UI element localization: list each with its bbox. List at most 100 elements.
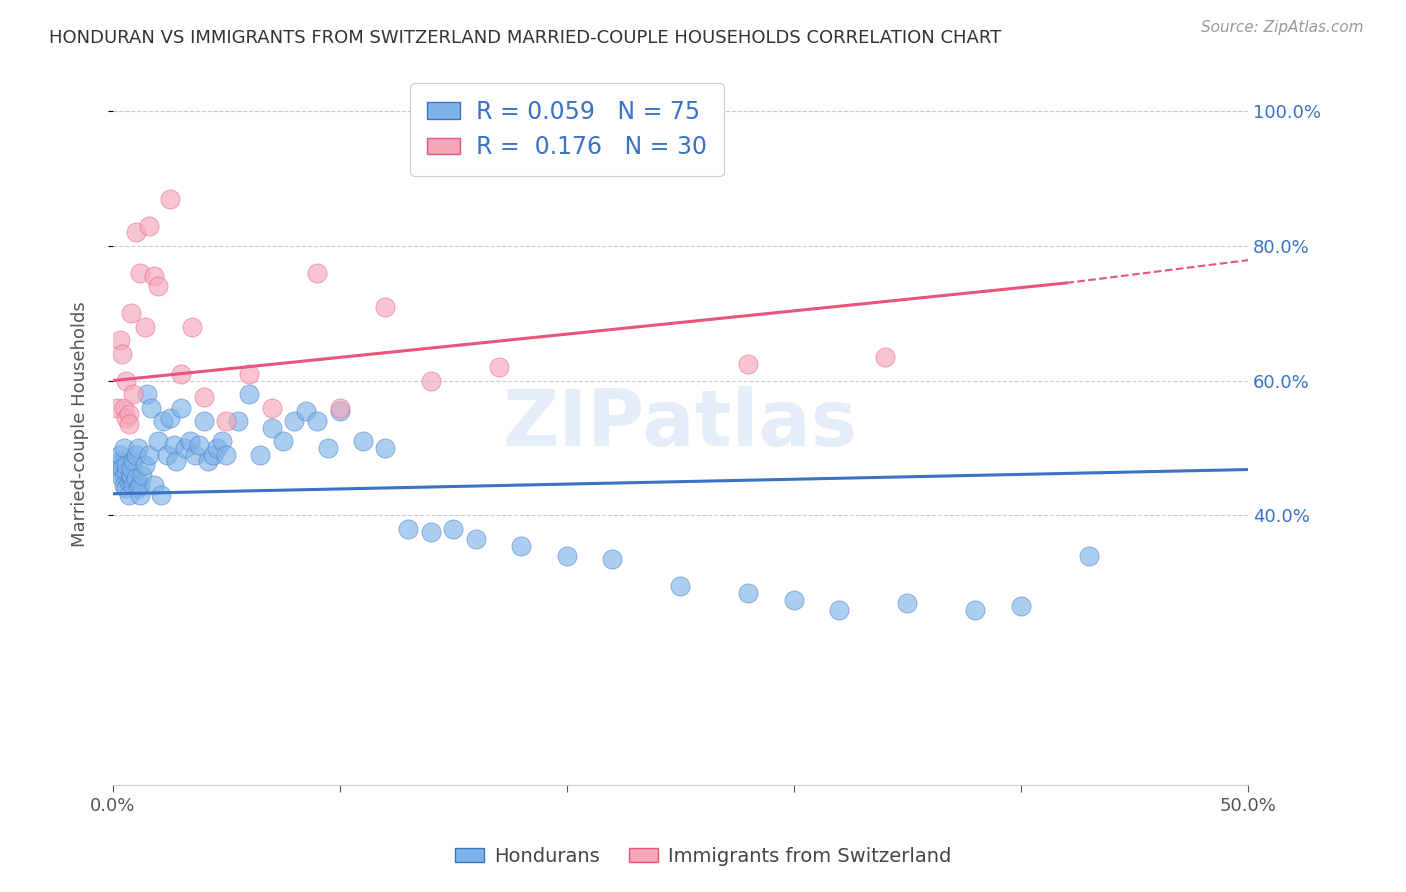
Point bbox=[419, 374, 441, 388]
Point bbox=[260, 421, 283, 435]
Point bbox=[148, 279, 170, 293]
Point bbox=[283, 414, 305, 428]
Point bbox=[159, 410, 181, 425]
Point bbox=[488, 360, 510, 375]
Point bbox=[122, 387, 145, 401]
Point bbox=[318, 441, 340, 455]
Point bbox=[156, 448, 179, 462]
Point bbox=[142, 478, 165, 492]
Point bbox=[441, 522, 464, 536]
Point bbox=[737, 586, 759, 600]
Point bbox=[129, 266, 152, 280]
Point bbox=[134, 319, 156, 334]
Point bbox=[120, 467, 142, 482]
Point bbox=[115, 458, 138, 472]
Point bbox=[828, 602, 851, 616]
Point bbox=[149, 488, 172, 502]
Point bbox=[329, 404, 352, 418]
Point bbox=[197, 454, 219, 468]
Point bbox=[105, 401, 128, 415]
Point bbox=[181, 319, 204, 334]
Point bbox=[111, 347, 134, 361]
Point bbox=[965, 602, 987, 616]
Point bbox=[115, 482, 138, 496]
Point bbox=[465, 532, 488, 546]
Point bbox=[108, 333, 131, 347]
Point bbox=[138, 448, 160, 462]
Point bbox=[120, 461, 142, 475]
Point bbox=[374, 300, 396, 314]
Point bbox=[108, 454, 131, 468]
Point bbox=[148, 434, 170, 449]
Point bbox=[120, 306, 142, 320]
Point bbox=[211, 434, 233, 449]
Point bbox=[122, 478, 145, 492]
Point bbox=[142, 269, 165, 284]
Point bbox=[159, 192, 181, 206]
Point bbox=[141, 401, 163, 415]
Point bbox=[111, 471, 134, 485]
Point bbox=[120, 471, 142, 485]
Point bbox=[419, 525, 441, 540]
Point bbox=[118, 488, 141, 502]
Point bbox=[873, 350, 896, 364]
Point bbox=[193, 414, 215, 428]
Point bbox=[188, 437, 211, 451]
Point bbox=[510, 539, 533, 553]
Point bbox=[294, 404, 316, 418]
Point bbox=[131, 467, 153, 482]
Point bbox=[163, 437, 186, 451]
Text: HONDURAN VS IMMIGRANTS FROM SWITZERLAND MARRIED-COUPLE HOUSEHOLDS CORRELATION CH: HONDURAN VS IMMIGRANTS FROM SWITZERLAND … bbox=[49, 29, 1001, 46]
Point bbox=[134, 458, 156, 472]
Point bbox=[783, 592, 806, 607]
Legend: R = 0.059   N = 75, R =  0.176   N = 30: R = 0.059 N = 75, R = 0.176 N = 30 bbox=[411, 83, 724, 176]
Point bbox=[108, 448, 131, 462]
Point bbox=[329, 401, 352, 415]
Point bbox=[122, 454, 145, 468]
Point bbox=[112, 467, 135, 482]
Point bbox=[170, 401, 193, 415]
Point bbox=[135, 387, 157, 401]
Point bbox=[127, 482, 149, 496]
Point bbox=[115, 374, 138, 388]
Point bbox=[238, 367, 260, 381]
Point bbox=[129, 478, 152, 492]
Point bbox=[124, 226, 146, 240]
Point bbox=[115, 410, 138, 425]
Point bbox=[138, 219, 160, 233]
Point bbox=[737, 357, 759, 371]
Point bbox=[118, 417, 141, 432]
Point bbox=[226, 414, 249, 428]
Point bbox=[207, 441, 229, 455]
Point bbox=[124, 471, 146, 485]
Point bbox=[307, 266, 329, 280]
Point bbox=[183, 448, 205, 462]
Point bbox=[152, 414, 174, 428]
Point bbox=[271, 434, 294, 449]
Point bbox=[193, 391, 215, 405]
Point bbox=[111, 461, 134, 475]
Point bbox=[127, 441, 149, 455]
Point bbox=[555, 549, 578, 563]
Point bbox=[115, 465, 138, 479]
Point bbox=[249, 448, 271, 462]
Point bbox=[260, 401, 283, 415]
Point bbox=[307, 414, 329, 428]
Point bbox=[174, 441, 197, 455]
Point bbox=[215, 414, 238, 428]
Point bbox=[118, 407, 141, 421]
Point bbox=[1010, 599, 1032, 614]
Point bbox=[1077, 549, 1099, 563]
Y-axis label: Married-couple Households: Married-couple Households bbox=[72, 301, 89, 548]
Point bbox=[124, 448, 146, 462]
Text: Source: ZipAtlas.com: Source: ZipAtlas.com bbox=[1201, 20, 1364, 35]
Point bbox=[352, 434, 374, 449]
Point bbox=[201, 448, 224, 462]
Point bbox=[112, 478, 135, 492]
Point bbox=[179, 434, 201, 449]
Point bbox=[396, 522, 419, 536]
Point bbox=[112, 441, 135, 455]
Point bbox=[374, 441, 396, 455]
Point bbox=[129, 488, 152, 502]
Point bbox=[170, 367, 193, 381]
